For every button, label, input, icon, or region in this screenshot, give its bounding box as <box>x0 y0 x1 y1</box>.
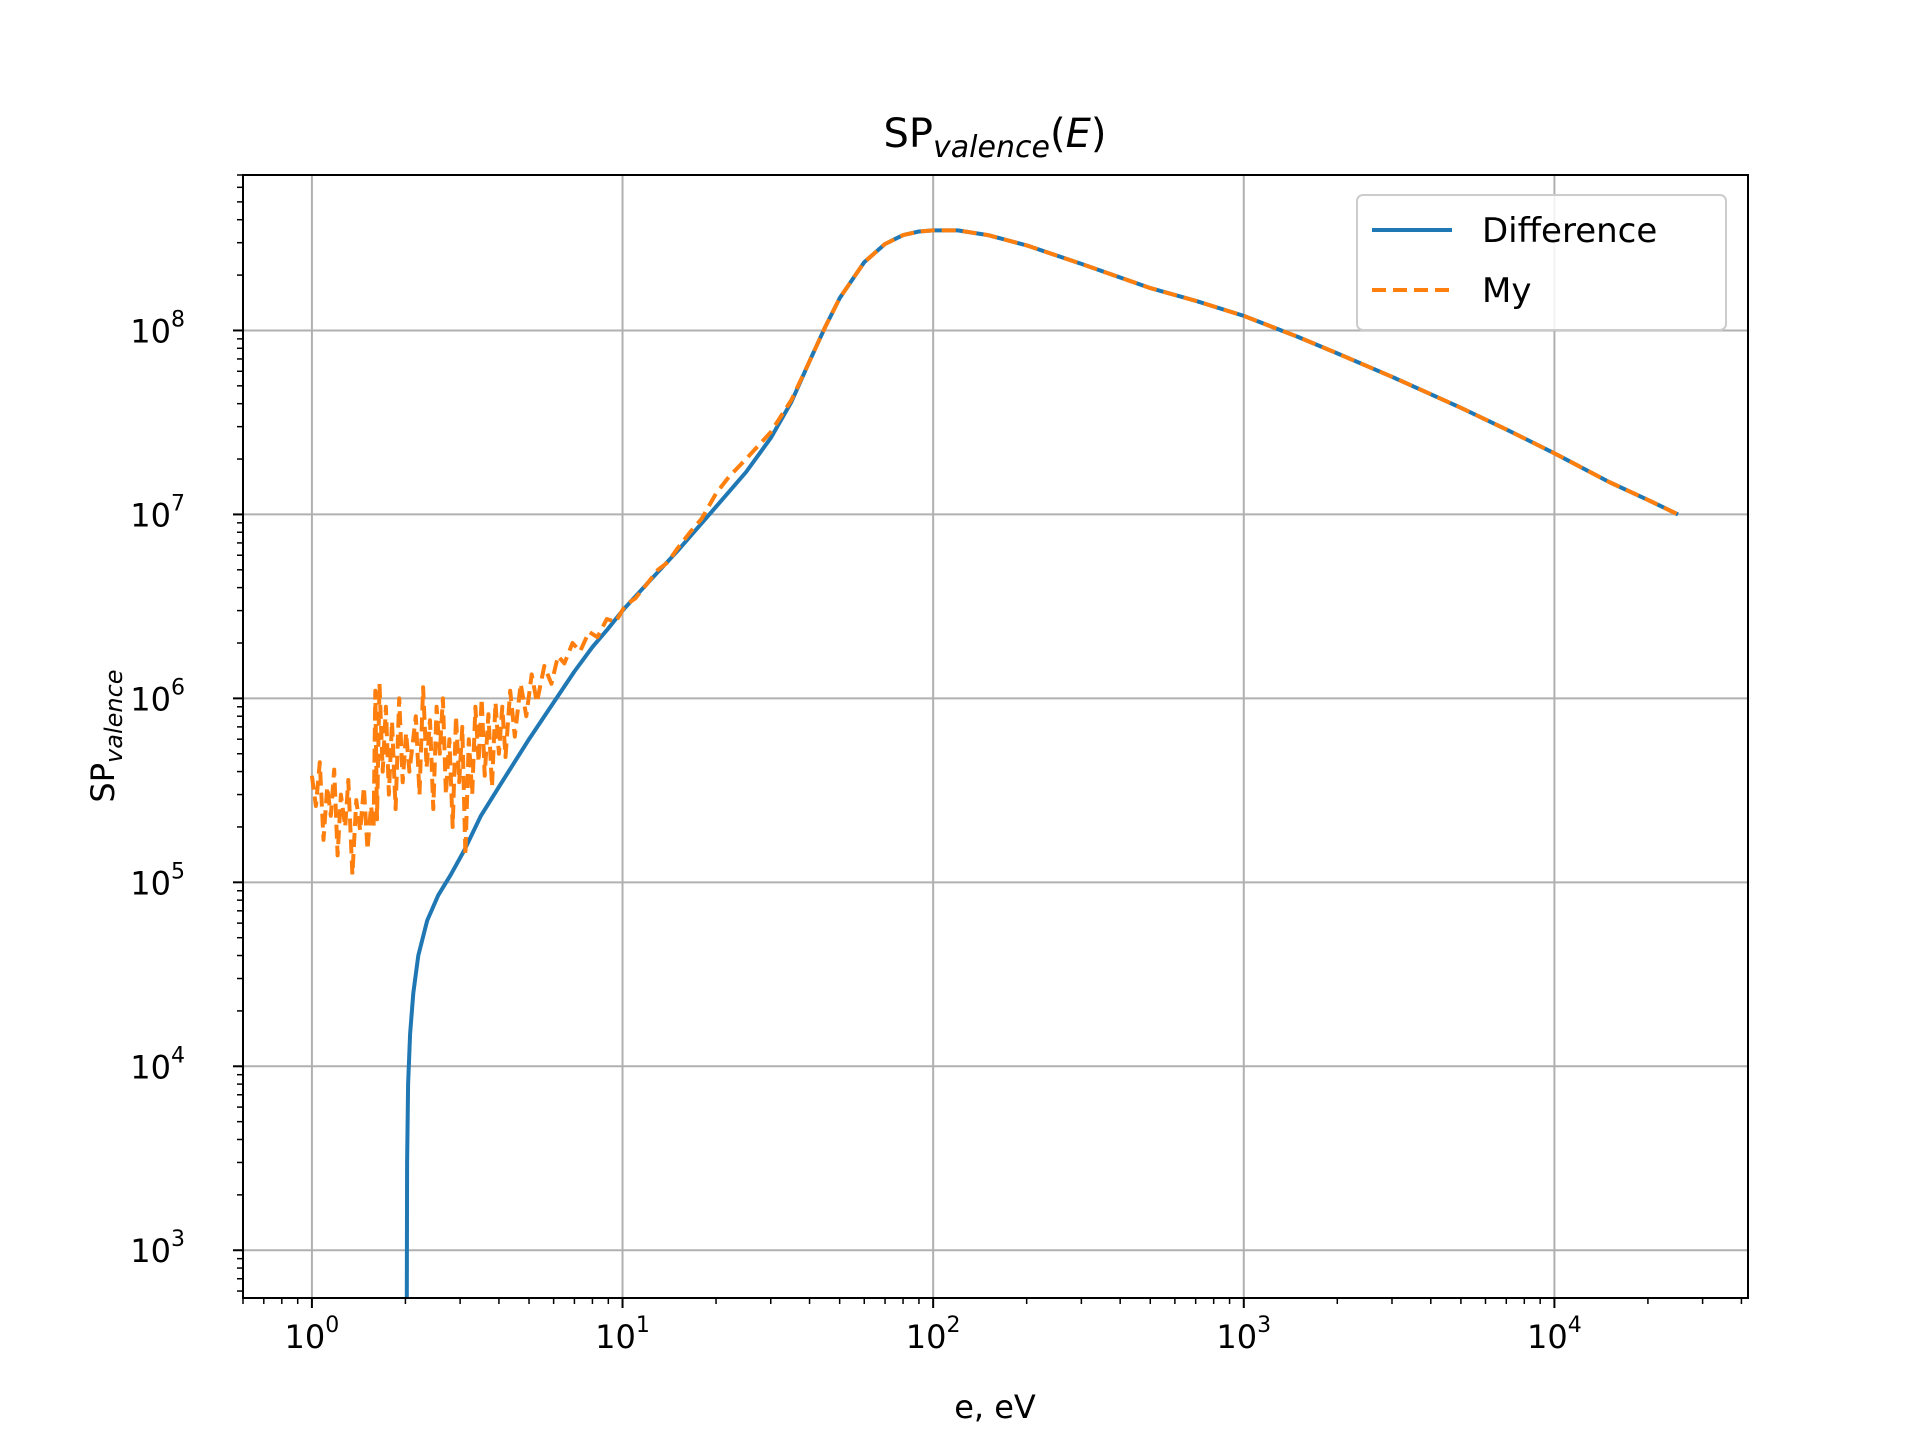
y-tick-label-base: 10 <box>130 496 171 534</box>
y-axis-label-base: SP <box>84 763 122 803</box>
chart-title-close: ) <box>1091 111 1107 157</box>
x-tick-label-exp: 1 <box>636 1313 650 1338</box>
x-axis-label: e, eV <box>954 1388 1036 1426</box>
y-axis-label: SPvalence <box>84 669 128 802</box>
x-tick-label-base: 10 <box>1527 1318 1568 1356</box>
y-tick-label-exp: 7 <box>171 491 185 516</box>
y-tick-label: 104 <box>130 1043 185 1086</box>
x-tick-label-base: 10 <box>906 1318 947 1356</box>
x-tick-label-exp: 2 <box>947 1313 961 1338</box>
x-tick-label: 100 <box>285 1313 340 1356</box>
x-tick-label-base: 10 <box>285 1318 326 1356</box>
y-tick-label: 108 <box>130 307 185 350</box>
x-tick-label-exp: 0 <box>325 1313 339 1338</box>
chart-title-base: SP <box>884 111 934 157</box>
x-tick-label: 102 <box>906 1313 961 1356</box>
y-tick-label-exp: 5 <box>171 859 185 884</box>
y-tick-label-exp: 8 <box>171 307 185 332</box>
x-tick-label-exp: 3 <box>1257 1313 1271 1338</box>
y-tick-label-exp: 6 <box>171 675 185 700</box>
y-tick-label-exp: 3 <box>171 1227 185 1252</box>
y-tick-label-exp: 4 <box>171 1043 185 1068</box>
y-tick-label: 107 <box>130 491 185 534</box>
x-tick-label-base: 10 <box>1216 1318 1257 1356</box>
y-axis-label-sub: valence <box>100 669 128 763</box>
series-line-my <box>309 228 1679 877</box>
x-tick-label: 103 <box>1216 1313 1271 1356</box>
x-tick-label-exp: 4 <box>1568 1313 1582 1338</box>
legend-difference-label: Difference <box>1482 211 1657 251</box>
y-tick-label-base: 10 <box>130 312 171 350</box>
y-tick-label: 106 <box>130 675 185 718</box>
y-tick-label-base: 10 <box>130 1048 171 1086</box>
x-tick-label: 101 <box>595 1313 650 1356</box>
y-tick-label-base: 10 <box>130 864 171 902</box>
y-tick-label-base: 10 <box>130 1232 171 1270</box>
plot-frame <box>242 174 1749 1299</box>
x-tick-label: 104 <box>1527 1313 1582 1356</box>
chart-title-var: E <box>1066 111 1092 157</box>
y-tick-label: 105 <box>130 859 185 902</box>
plot-lines <box>309 228 1679 1299</box>
y-tick-label-base: 10 <box>130 680 171 718</box>
chart-title-open: ( <box>1050 111 1066 157</box>
chart-title-sub: valence <box>933 130 1050 165</box>
chart-title: SPvalence(E) <box>884 111 1107 165</box>
y-tick-label: 103 <box>130 1227 185 1270</box>
legend-my-label: My <box>1482 271 1531 311</box>
x-tick-label-base: 10 <box>595 1318 636 1356</box>
legend: Difference My <box>1356 194 1727 331</box>
